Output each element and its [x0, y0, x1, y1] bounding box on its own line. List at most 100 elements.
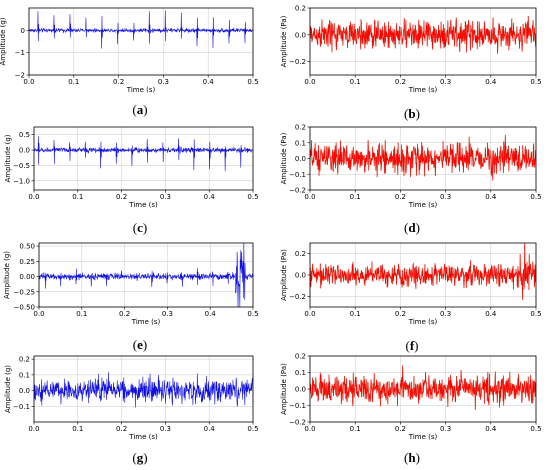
y-tick-label: 0.0: [295, 155, 306, 163]
x-tick-label: 0.4: [205, 310, 217, 318]
x-tick-label: 0.4: [203, 78, 215, 86]
x-tick-label: 0.4: [485, 310, 497, 318]
axes-frame: [309, 7, 537, 76]
panel-caption: (g): [132, 450, 147, 465]
chart-panel-h: 0.0 0.1 0.2 0.3 0.4 0.5−0.2−0.10.00.10.2Time …: [280, 353, 542, 466]
x-tick-label: 0.1: [350, 78, 361, 86]
x-tick-label: 0.1: [350, 425, 361, 433]
y-tick-label: 0.0: [295, 31, 306, 39]
panel-caption: (d): [404, 220, 420, 235]
x-tick-label: 0.0: [304, 193, 315, 201]
series-line: [34, 136, 253, 172]
y-tick-label: 0.0: [19, 387, 30, 395]
axes-frame: [33, 355, 254, 423]
x-tick-label: 0.1: [350, 193, 361, 201]
x-tick-label: 0.5: [247, 425, 258, 433]
panel-caption: (a): [132, 102, 147, 117]
x-tick-label: 0.1: [76, 310, 87, 318]
y-tick-label: −0.25: [14, 288, 35, 296]
series-line: [34, 372, 253, 408]
panel-caption: (h): [404, 450, 420, 465]
y-tick-label: −0.5: [13, 162, 30, 170]
x-tick-label: 0.4: [204, 425, 216, 433]
x-tick-label: 0.1: [72, 425, 83, 433]
x-tick-label: 0.4: [485, 193, 497, 201]
x-tick-label: 0.2: [395, 193, 406, 201]
y-axis-label: Amplitude (Pa): [280, 249, 288, 301]
x-tick-label: 0.0: [33, 310, 44, 318]
y-tick-label: −0.2: [289, 419, 306, 427]
y-axis-label: Amplitude (Pa): [280, 15, 288, 67]
y-tick-label: −0.2: [289, 187, 306, 195]
x-tick-label: 0.5: [247, 78, 258, 86]
x-tick-label: 0.4: [485, 78, 497, 86]
y-tick-label: −2: [15, 72, 25, 80]
y-tick-label: 0.1: [295, 369, 306, 377]
x-axis-label: Time (s): [408, 433, 438, 441]
y-tick-label: −0.50: [14, 304, 35, 312]
x-tick-label: 0.3: [160, 425, 171, 433]
y-tick-label: 0.1: [295, 139, 306, 147]
x-tick-label: 0.1: [350, 310, 361, 318]
panel-caption: (c): [133, 220, 147, 235]
y-tick-label: −0.1: [13, 403, 30, 411]
x-tick-label: 0.3: [160, 193, 171, 201]
y-tick-label: 0.0: [295, 386, 306, 394]
x-tick-label: 0.5: [247, 193, 258, 201]
y-axis-label: Amplitude (g): [4, 365, 12, 413]
x-tick-label: 0.2: [113, 78, 124, 86]
series-line: [310, 135, 536, 181]
axes-frame: [33, 126, 254, 191]
x-tick-label: 0.4: [485, 425, 497, 433]
y-tick-label: 0.2: [295, 250, 306, 258]
x-tick-label: 0.3: [440, 310, 451, 318]
chart-panel-e: 0.0 0.1 0.2 0.3 0.4 0.5 −0.50 −0.25 0.00 0.25 0.50…: [3, 243, 259, 352]
y-tick-label: 0: [21, 27, 25, 35]
y-tick-label: 0.5: [19, 131, 30, 139]
x-tick-label: 0.2: [395, 78, 406, 86]
y-tick-label: 0.0: [19, 147, 30, 155]
x-tick-label: 0.1: [68, 78, 79, 86]
x-axis-label: Time (s): [408, 318, 438, 326]
axes-frame: [28, 7, 254, 76]
series-line: [29, 10, 253, 49]
y-tick-label: −1.0: [13, 177, 30, 185]
y-axis-label: Amplitude (g): [4, 134, 12, 182]
x-tick-label: 0.5: [530, 310, 541, 318]
y-tick-label: 0.2: [295, 353, 306, 361]
x-tick-label: 0.0: [28, 425, 39, 433]
x-tick-label: 0.1: [72, 193, 83, 201]
chart-panel-d: 0.0 0.1 0.2 0.3 0.4 0.5−0.2−0.10.00.10.2Time …: [280, 124, 542, 236]
series-line: [310, 15, 536, 54]
y-tick-label: 0.2: [295, 124, 306, 132]
x-axis-label: Time (s): [131, 318, 161, 326]
x-axis-label: Time (s): [128, 201, 158, 209]
chart-panel-c: 0.0 0.1 0.2 0.3 0.4 0.5 −1.0 −0.5 0.0 0.5 Time (s)…: [4, 126, 259, 235]
panel-caption: (b): [404, 106, 420, 121]
x-tick-label: 0.2: [395, 310, 406, 318]
y-tick-label: 0.50: [19, 243, 35, 251]
y-tick-label: −0.2: [289, 293, 306, 301]
x-tick-label: 0.2: [116, 425, 127, 433]
x-tick-label: 0.3: [440, 193, 451, 201]
x-tick-label: 0.0: [304, 310, 315, 318]
x-axis-label: Time (s): [408, 201, 438, 209]
y-tick-label: 0.25: [19, 258, 35, 266]
y-tick-label: −0.1: [289, 171, 306, 179]
y-axis-label: Amplitude (g): [3, 251, 11, 299]
y-tick-label: 0.00: [19, 273, 35, 281]
x-tick-label: 0.2: [395, 425, 406, 433]
panel-caption: (f): [405, 338, 418, 353]
y-tick-label: −0.1: [289, 402, 306, 410]
y-axis-label: Amplitude (g): [0, 17, 7, 65]
y-tick-label: 0.1: [19, 371, 30, 379]
series-line: [310, 365, 536, 410]
x-tick-label: 0.3: [440, 78, 451, 86]
panel-caption: (e): [133, 337, 147, 352]
chart-panel-a: 0.0 0.1 0.2 0.3 0.4 0.5 −2 −1 0 Time (s) Amplitude…: [0, 7, 259, 117]
x-tick-label: 0.4: [204, 193, 216, 201]
y-tick-label: 0.2: [295, 5, 306, 13]
